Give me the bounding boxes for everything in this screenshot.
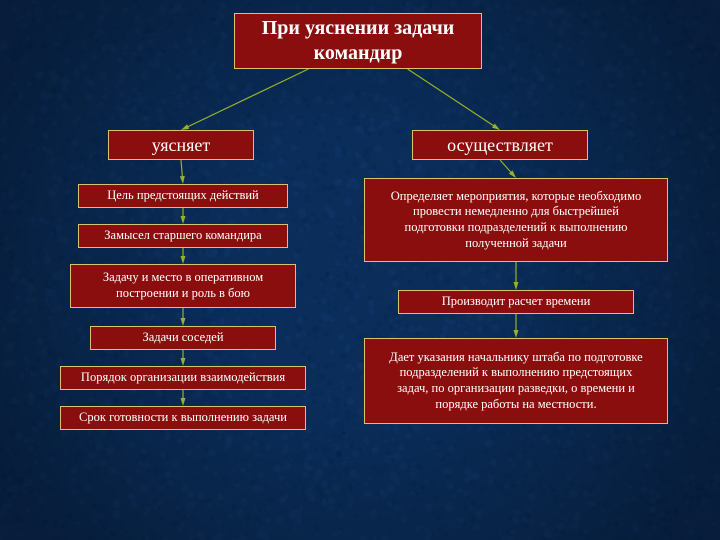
node-l2: Замысел старшего командира [78,224,288,248]
node-l1: Цель предстоящих действий [78,184,288,208]
node-l5: Порядок организации взаимодействия [60,366,306,390]
node-l3: Задачу и место в оперативном построении … [70,264,296,308]
node-r2: Производит расчет времени [398,290,634,314]
node-l4: Задачи соседей [90,326,276,350]
node-root: При уяснении задачи командир [234,13,482,69]
diagram-canvas: При уяснении задачи командир уясняет осуще… [0,0,720,540]
node-r1: Определяет мероприятия, которые необходи… [364,178,668,262]
node-right_h: осуществляет [412,130,588,160]
node-l6: Срок готовности к выполнению задачи [60,406,306,430]
node-left_h: уясняет [108,130,254,160]
node-r3: Дает указания начальнику штаба по подгот… [364,338,668,424]
